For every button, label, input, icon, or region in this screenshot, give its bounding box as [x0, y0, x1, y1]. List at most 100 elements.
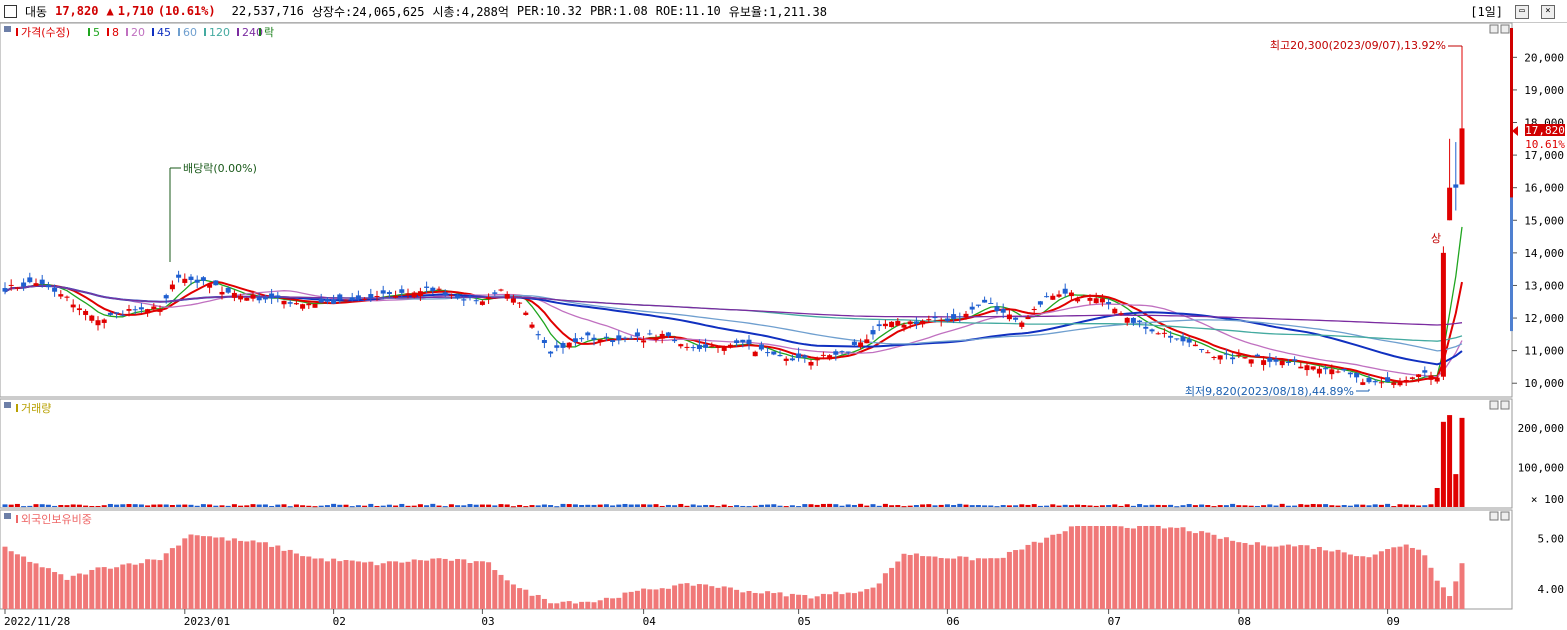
date-label: 02 — [333, 615, 346, 628]
candle-body — [194, 279, 200, 283]
volume-bar — [343, 504, 349, 507]
volume-bar — [1124, 504, 1130, 507]
foreign-bar — [1279, 545, 1285, 609]
candle-body — [808, 361, 814, 366]
foreign-bar — [1161, 528, 1167, 609]
volume-bar — [169, 504, 175, 507]
foreign-bar — [337, 561, 343, 609]
candle-body — [1180, 336, 1186, 342]
foreign-bar — [1341, 552, 1347, 609]
candle-body — [21, 282, 27, 287]
volume-bar — [1236, 505, 1242, 507]
foreign-bar — [27, 561, 33, 609]
foreign-bar — [374, 565, 380, 609]
foreign-bar — [938, 558, 944, 609]
foreign-bar — [39, 567, 45, 609]
foreign-bar — [1428, 567, 1434, 609]
foreign-bar — [616, 597, 622, 609]
volume-bar — [300, 505, 306, 507]
foreign-bar — [858, 591, 864, 609]
panel-menu-icon[interactable] — [4, 513, 11, 519]
foreign-bar — [132, 564, 138, 609]
candle-body — [1372, 381, 1378, 383]
restore-window-icon[interactable]: ▭ — [1515, 4, 1529, 19]
candle-body — [64, 296, 70, 298]
candle-body — [430, 287, 436, 291]
candle-body — [269, 293, 275, 299]
panel-menu-icon[interactable] — [4, 26, 11, 32]
close-window-icon[interactable]: × — [1541, 4, 1555, 19]
foreign-bar — [1354, 556, 1360, 609]
candle-body — [1304, 365, 1310, 371]
foreign-bar — [591, 602, 597, 609]
volume-bar — [213, 505, 219, 507]
volume-panel — [0, 398, 1513, 509]
candle-body — [920, 320, 926, 325]
foreign-bar — [1223, 537, 1229, 609]
ma-240-line — [4, 285, 1463, 326]
candle-body — [1453, 184, 1459, 188]
volume-bar — [1037, 505, 1043, 507]
candle-body — [151, 306, 157, 310]
candle-body — [362, 298, 368, 300]
panel-menu-icon[interactable] — [4, 402, 11, 408]
candle-body — [1347, 372, 1353, 375]
foreign-bar — [1099, 526, 1105, 609]
candle-body — [393, 295, 399, 298]
foreign-bar — [238, 540, 244, 609]
volume-bar — [1273, 505, 1279, 507]
foreign-bar — [882, 573, 888, 609]
foreign-bar — [1385, 549, 1391, 609]
foreign-bar — [498, 574, 504, 609]
volume-bar — [312, 506, 318, 508]
day-range-down-bar — [1510, 197, 1513, 332]
foreign-bar — [1013, 550, 1019, 609]
foreign-bar — [1168, 527, 1174, 609]
volume-bar — [659, 505, 665, 507]
volume-bar — [517, 504, 523, 507]
legend-ma-swatch — [178, 28, 180, 36]
foreign-bar — [1075, 526, 1081, 609]
candle-body — [1186, 339, 1192, 343]
date-label: 08 — [1238, 615, 1251, 628]
volume-bar — [746, 506, 752, 508]
panel-buttons[interactable] — [1489, 24, 1510, 521]
foreign-bar — [157, 560, 163, 609]
candle-body — [1434, 377, 1440, 382]
candle-body — [1279, 360, 1285, 366]
foreign-bar — [256, 542, 262, 609]
period-selector[interactable]: [1일] — [1470, 5, 1503, 19]
volume-bar — [1267, 504, 1273, 507]
candle-body — [1087, 297, 1093, 301]
foreign-bar — [876, 583, 882, 609]
volume-bar — [951, 505, 957, 507]
candle-body — [672, 339, 678, 342]
select-checkbox[interactable] — [4, 4, 17, 18]
candle-body — [473, 300, 479, 302]
candle-body — [1050, 295, 1056, 300]
candle-body — [684, 346, 690, 348]
foreign-bar — [1422, 555, 1428, 609]
candle-body — [641, 340, 647, 343]
foreign-bar — [1316, 546, 1322, 609]
price-change: 1,710 — [117, 4, 154, 18]
candle-body — [318, 298, 324, 303]
candle-body — [126, 309, 132, 311]
volume-bar — [1106, 505, 1112, 507]
foreign-bar — [52, 572, 58, 609]
foreign-bar — [281, 550, 287, 609]
foreign-bar — [1440, 587, 1446, 609]
foreign-bar — [579, 601, 585, 609]
foreign-bar — [2, 546, 8, 609]
candle-body — [957, 316, 963, 318]
volume-bar — [380, 505, 386, 507]
foreign-bar — [1453, 581, 1459, 609]
foreign-bar — [715, 587, 721, 609]
foreign-bar — [597, 600, 603, 609]
volume-bar — [45, 504, 51, 507]
date-label: 2023/01 — [184, 615, 230, 628]
foreign-bar — [1397, 546, 1403, 609]
candle-body — [1323, 368, 1329, 370]
candle-body — [740, 339, 746, 343]
